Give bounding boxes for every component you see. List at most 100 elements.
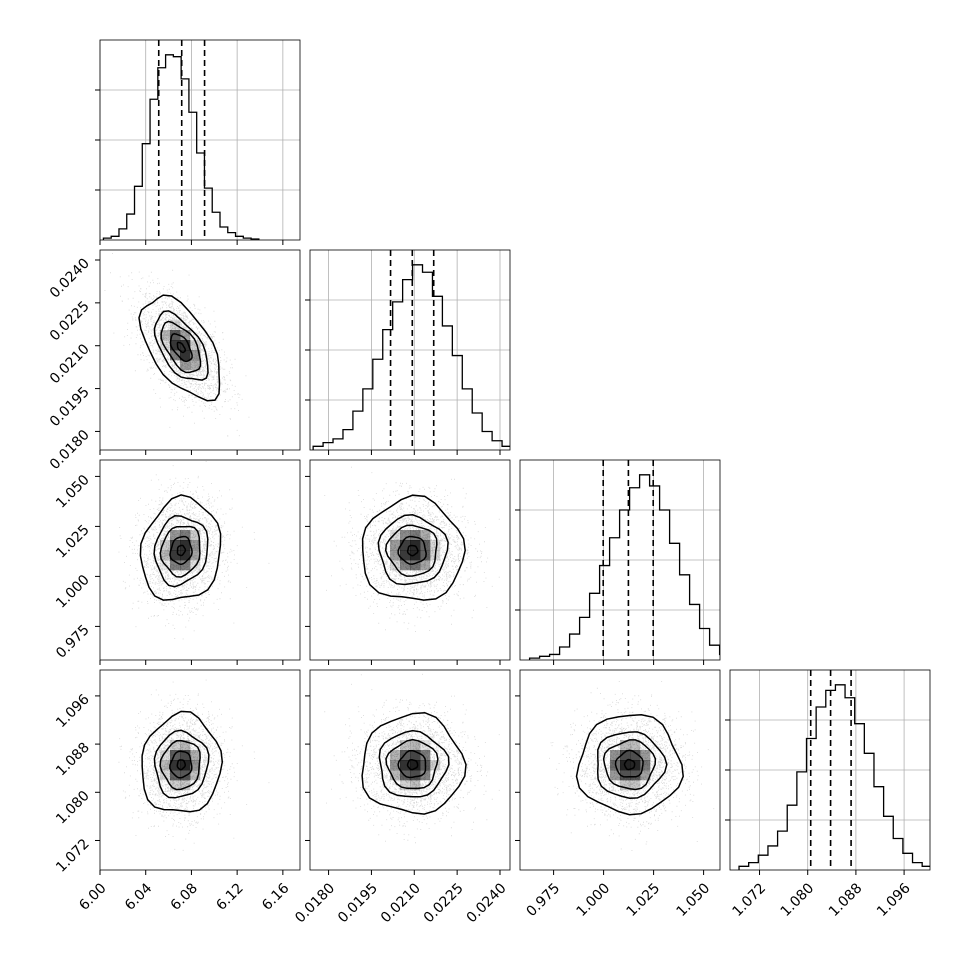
contour-1 [614,749,644,778]
scatter-panel-2-1 [309,459,511,661]
scatter-panel-1-0 [99,249,301,451]
scatter-points [324,673,500,844]
density-cell [170,780,181,791]
contour-0 [176,544,187,557]
density-cell [190,770,201,781]
density-cell [620,750,631,761]
density-cell [180,750,191,761]
panel-frame [99,459,301,661]
density-cell [170,340,181,351]
x-tick-label-1-1: 0.0195 [335,880,381,926]
x-tick-label-2-0: 0.975 [524,880,564,920]
density-cell [420,550,431,561]
density-cell [190,550,201,561]
x-tick-label-0-1: 6.04 [122,880,155,913]
contour-2 [159,739,201,791]
density-cell [170,320,181,331]
density-cell [160,760,171,771]
density-cell [170,550,181,561]
density-cell [180,550,191,561]
density-cell [420,750,431,761]
panel-frame [309,669,511,871]
x-tick-label-0-4: 6.16 [259,880,292,913]
density-cell [400,560,411,571]
density-cell [390,550,401,561]
x-tick-label-1-2: 0.0210 [378,880,424,926]
panel-frame [99,39,301,241]
x-tick-label-0-0: 6.00 [76,880,109,913]
density-cell [190,340,201,351]
density-cell [160,550,171,561]
contour-2 [384,524,438,577]
y-tick-label-3-1: 1.080 [53,788,93,828]
x-tick-label-1-0: 0.0180 [292,880,338,926]
contour-0 [176,759,186,771]
density-cell [180,540,191,551]
y-tick-label-1-2: 0.0210 [47,341,93,387]
x-tick-label-3-2: 1.088 [826,880,866,920]
y-tick-label-3-3: 1.096 [53,691,93,731]
density-cell [410,770,421,781]
density-cell [160,750,171,761]
contour-3 [378,729,450,798]
density-cell [390,760,401,771]
density-cell [410,530,421,541]
contour-0 [176,341,187,354]
contour-2 [159,525,201,578]
density-cell [190,760,201,771]
contour-1 [169,535,193,566]
density-cell [170,750,181,761]
x-tick-label-0-2: 6.08 [168,880,201,913]
density-cell [410,740,421,751]
x-tick-label-3-1: 1.080 [778,880,818,920]
density-cell [160,540,171,551]
y-tick-label-2-3: 1.050 [53,472,93,512]
contour-4 [141,710,224,813]
scatter-panel-3-0 [99,669,301,871]
panel-frame [729,669,931,871]
y-tick-label-1-4: 0.0240 [47,256,93,302]
panel-frame [309,249,511,451]
contour-4 [575,714,684,816]
contour-4 [138,294,221,402]
density-cell [420,530,431,541]
histogram-panel-3 [725,669,931,871]
panel-frame [519,459,721,661]
y-tick-label-1-0: 0.0180 [47,427,93,473]
panel-frame [99,669,301,871]
density-cell [610,770,621,781]
density-cell [390,530,401,541]
histogram-step-2 [528,474,720,660]
density-cell [630,780,641,791]
density-cell [170,740,181,751]
density-cell [170,350,181,361]
density-cell [190,530,201,541]
density-cell [400,780,411,791]
density-cell [420,770,431,781]
density-cell [390,770,401,781]
x-tick-label-2-1: 1.000 [574,880,614,920]
density-cell [400,540,411,551]
density-cell [170,330,181,341]
density-cell [190,360,201,371]
density-cell [610,750,621,761]
density-cell [170,760,181,771]
y-tick-label-3-0: 1.072 [53,836,93,876]
panel-frame [519,669,721,871]
scatter-panel-2-0 [99,459,301,661]
density-cell [180,560,191,571]
density-cell [620,740,631,751]
contour-1 [397,535,427,565]
y-tick-label-1-3: 0.0225 [47,298,93,344]
density-cell [180,330,191,341]
density-cell [400,740,411,751]
density-cell [180,360,191,371]
contour-2 [160,320,202,374]
y-tick-label-1-1: 0.0195 [47,384,93,430]
density-cell [420,740,431,751]
contour-4 [361,711,467,815]
density-cell [180,340,191,351]
contour-0 [623,758,636,771]
density-cell [190,540,201,551]
